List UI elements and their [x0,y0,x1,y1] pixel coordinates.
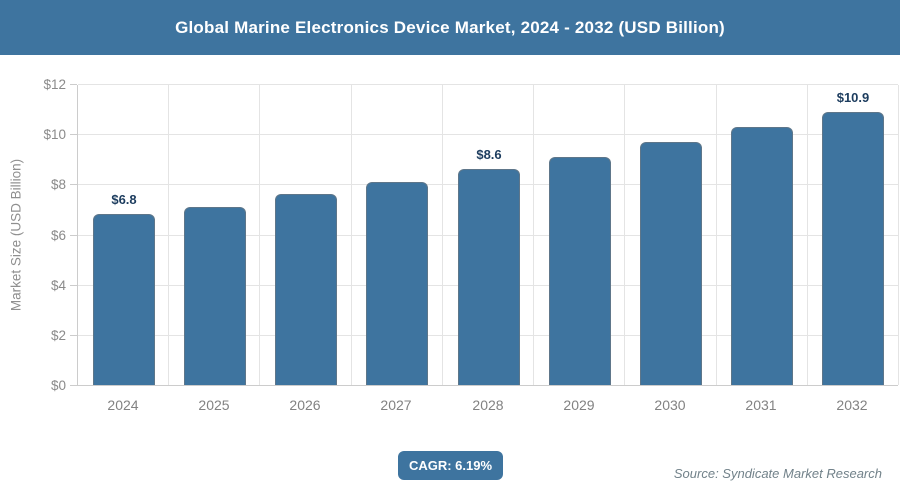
x-axis-label-2028: 2028 [472,397,504,413]
y-tick-mark [70,334,77,336]
y-tick-label: $12 [43,77,66,92]
y-tick-label: $6 [50,227,66,243]
x-axis-label-2026: 2026 [289,397,321,413]
bar-2030 [640,142,702,385]
gridline-vertical [624,85,625,385]
bar-2024 [93,214,155,385]
bar-value-label-2028: $8.6 [476,147,502,162]
gridline-vertical [259,85,260,385]
gridline-vertical [442,85,443,385]
y-tick-label: $2 [50,327,66,343]
y-tick-label: $10 [43,127,66,143]
plot-area: $6.8 $8.6 $10.9 [77,84,899,386]
y-tick-label: $8 [50,177,66,193]
y-tick-label: $4 [50,277,66,293]
y-tick-mark [70,84,77,85]
bar-2026 [275,194,337,385]
bar-2025 [184,207,246,385]
gridline-horizontal [78,84,898,85]
x-axis-label-2031: 2031 [745,397,777,413]
y-tick-mark [70,234,77,236]
gridline-vertical [898,85,899,385]
bar-value-label-2032: $10.9 [836,90,870,105]
bar-2029 [549,157,611,385]
gridline-horizontal [78,134,898,136]
chart-title: Global Marine Electronics Device Market,… [175,17,725,37]
bar-value-label-2024: $6.8 [111,192,137,207]
source-text: Source: Syndicate Market Research [673,466,882,481]
chart-title-bar: Global Marine Electronics Device Market,… [0,0,900,55]
bar-2027 [366,182,428,385]
y-tick-mark [70,385,77,386]
bar-2032 [822,112,884,385]
gridline-vertical [716,85,717,385]
bar-2031 [731,127,793,385]
x-axis-label-2029: 2029 [563,397,595,413]
y-tick-mark [70,184,77,186]
y-tick-mark [70,134,77,136]
x-axis-label-2025: 2025 [198,397,230,413]
y-tick-mark [70,284,77,286]
gridline-vertical [533,85,534,385]
x-axis-label-2024: 2024 [107,397,139,413]
x-axis-label-2030: 2030 [654,397,686,413]
gridline-vertical [807,85,808,385]
gridline-vertical [168,85,169,385]
x-axis-label-2027: 2027 [380,397,412,413]
x-axis-label-2032: 2032 [836,397,868,413]
cagr-badge: CAGR: 6.19% [398,451,503,480]
gridline-vertical [351,85,352,385]
bar-2028 [458,169,520,385]
y-tick-label: $0 [50,378,66,393]
